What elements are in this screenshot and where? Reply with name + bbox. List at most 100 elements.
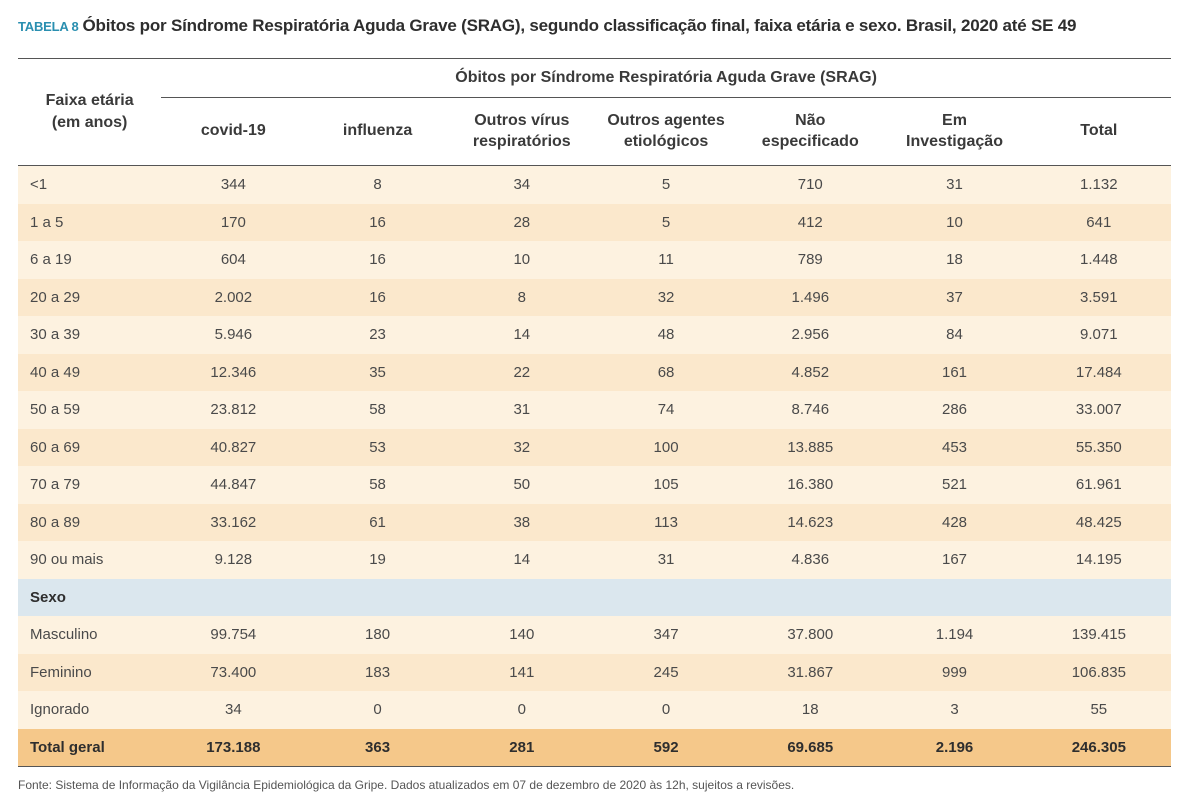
row-label: Ignorado <box>18 691 162 729</box>
table-cell: 521 <box>882 466 1027 504</box>
table-cell: 9.071 <box>1026 316 1171 354</box>
table-cell: 33.007 <box>1026 391 1171 429</box>
table-cell: 99.754 <box>161 616 306 654</box>
table-cell: 33.162 <box>161 503 306 541</box>
column-header-line1: Outros agentes <box>607 111 725 129</box>
table-cell: 5.946 <box>161 316 306 354</box>
column-header: Outros vírus respiratórios <box>449 97 594 166</box>
row-label: 80 a 89 <box>18 503 162 541</box>
section-row-sexo: Sexo <box>18 578 1171 616</box>
table-cell: 35 <box>305 353 450 391</box>
table-cell: 18 <box>882 241 1027 279</box>
table-cell: 74 <box>593 391 739 429</box>
table-row: 6 a 19 604 16 10 11 789 18 1.448 <box>18 241 1171 279</box>
row-label: 70 a 79 <box>18 466 162 504</box>
table-cell: 5 <box>593 165 739 204</box>
table-cell: 789 <box>738 241 883 279</box>
table-row: 30 a 39 5.946 23 14 48 2.956 84 9.071 <box>18 316 1171 354</box>
table-cell: 347 <box>593 616 739 654</box>
row-label: 40 a 49 <box>18 353 162 391</box>
table-cell: 10 <box>882 203 1027 241</box>
table-cell: 17.484 <box>1026 353 1171 391</box>
table-cell: 1.448 <box>1026 241 1171 279</box>
table-title-text: Óbitos por Síndrome Respiratória Aguda G… <box>82 16 1077 35</box>
table-cell: 113 <box>593 503 739 541</box>
table-cell: 428 <box>882 503 1027 541</box>
table-cell: 344 <box>161 165 306 204</box>
table-cell: 106.835 <box>1026 653 1171 691</box>
table-cell: 3.591 <box>1026 278 1171 316</box>
table-cell: 5 <box>593 203 739 241</box>
table-cell: 12.346 <box>161 353 306 391</box>
table-cell: 281 <box>449 728 594 767</box>
column-header: Não especificado <box>738 97 883 166</box>
table-cell: 167 <box>882 541 1027 579</box>
table-cell: 28 <box>449 203 594 241</box>
table-cell: 31.867 <box>738 653 883 691</box>
table-cell: 61 <box>305 503 450 541</box>
table-cell: 37.800 <box>738 616 883 654</box>
table-cell: 183 <box>305 653 450 691</box>
column-header-line1: Em <box>942 111 967 129</box>
table-cell: 69.685 <box>738 728 883 767</box>
row-label: 1 a 5 <box>18 203 162 241</box>
table-row: 60 a 69 40.827 53 32 100 13.885 453 55.350 <box>18 428 1171 466</box>
table-cell: 16 <box>305 278 450 316</box>
column-header-line1: Outros vírus <box>474 111 570 129</box>
table-cell: 8 <box>305 165 450 204</box>
table-cell: 4.836 <box>738 541 883 579</box>
table-cell: 246.305 <box>1026 728 1171 767</box>
table-cell: 8 <box>449 278 594 316</box>
table-cell: 16 <box>305 241 450 279</box>
table-cell: 604 <box>161 241 306 279</box>
table-cell: 161 <box>882 353 1027 391</box>
table-cell: 14.623 <box>738 503 883 541</box>
total-row: Total geral 173.188 363 281 592 69.685 2.196 24… <box>18 728 1171 767</box>
row-label: Total geral <box>18 728 162 767</box>
table-row: 20 a 29 2.002 16 8 32 1.496 37 3.591 <box>18 278 1171 316</box>
table-cell: 38 <box>449 503 594 541</box>
table-cell: 14.195 <box>1026 541 1171 579</box>
table-cell: 11 <box>593 241 739 279</box>
table-cell: 10 <box>449 241 594 279</box>
column-header-line2: Investigação <box>906 132 1003 150</box>
table-cell: 100 <box>593 428 739 466</box>
table-cell: 23.812 <box>161 391 306 429</box>
group-header: Óbitos por Síndrome Respiratória Aguda G… <box>161 58 1171 98</box>
table-cell: 0 <box>449 691 594 729</box>
table-cell: 173.188 <box>161 728 306 767</box>
column-header-line2: respiratórios <box>472 132 571 150</box>
table-cell: 139.415 <box>1026 616 1171 654</box>
column-header-line1: Total <box>1080 122 1118 140</box>
table-row: Masculino 99.754 180 140 347 37.800 1.194 139.4… <box>18 616 1171 654</box>
table-cell: 23 <box>305 316 450 354</box>
table-cell: 31 <box>882 165 1027 204</box>
row-label: 60 a 69 <box>18 428 162 466</box>
table-title: TABELA 8 Óbitos por Síndrome Respiratória… <box>18 16 1077 36</box>
table-cell: 140 <box>449 616 594 654</box>
table-cell: 641 <box>1026 203 1171 241</box>
table-row: Ignorado 34 0 0 0 18 3 55 <box>18 691 1171 729</box>
table-cell: 34 <box>449 165 594 204</box>
table-cell: 58 <box>305 391 450 429</box>
table-cell: 170 <box>161 203 306 241</box>
table-cell: 13.885 <box>738 428 883 466</box>
table-cell: 84 <box>882 316 1027 354</box>
source-note: Fonte: Sistema de Informação da Vigilânc… <box>18 778 795 792</box>
row-label: 90 ou mais <box>18 541 162 579</box>
column-header-line1: Não <box>795 111 826 129</box>
table-cell: 34 <box>161 691 306 729</box>
table-cell: 58 <box>305 466 450 504</box>
table-cell: 16 <box>305 203 450 241</box>
srag-deaths-table: Faixa etária (em anos) Óbitos por Síndro… <box>18 58 1171 767</box>
table-cell: 44.847 <box>161 466 306 504</box>
table-cell: 141 <box>449 653 594 691</box>
row-label: <1 <box>18 165 162 204</box>
table-cell: 16.380 <box>738 466 883 504</box>
table-cell: 61.961 <box>1026 466 1171 504</box>
table-cell: 55.350 <box>1026 428 1171 466</box>
table-cell: 2.196 <box>882 728 1027 767</box>
table-cell: 363 <box>305 728 450 767</box>
table-cell: 32 <box>593 278 739 316</box>
table-row: 50 a 59 23.812 58 31 74 8.746 286 33.007 <box>18 391 1171 429</box>
